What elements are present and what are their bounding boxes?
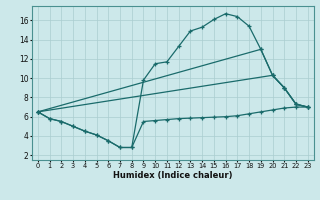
X-axis label: Humidex (Indice chaleur): Humidex (Indice chaleur) — [113, 171, 233, 180]
